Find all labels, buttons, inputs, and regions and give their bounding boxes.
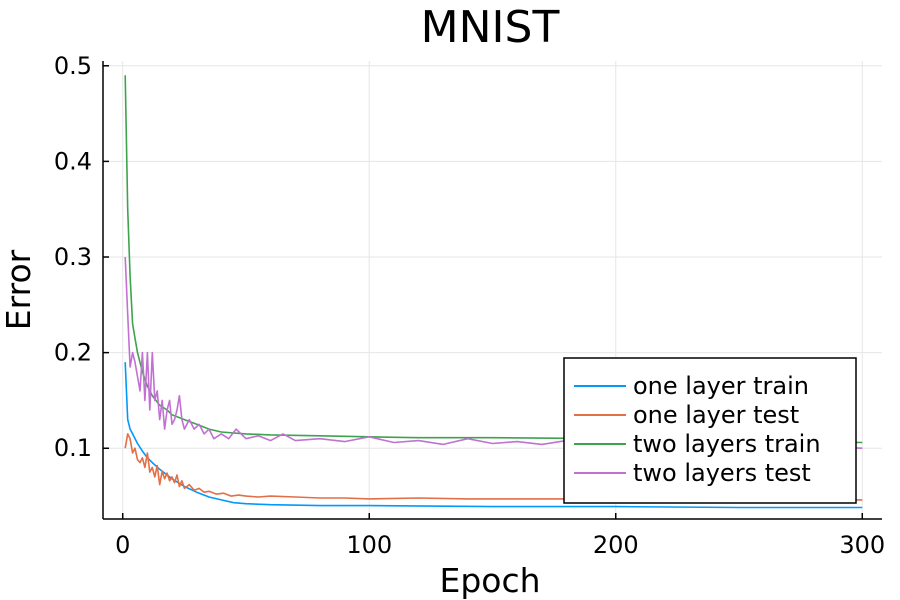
axes bbox=[102, 61, 882, 520]
legend-entry: two layers train bbox=[633, 430, 821, 458]
legend-box bbox=[563, 357, 857, 504]
y-axis-label: Error bbox=[0, 249, 38, 330]
y-tick-label: 0.1 bbox=[54, 434, 92, 462]
legend-entry: two layers test bbox=[633, 459, 811, 487]
x-axis-ticks: 0 100 200 300 bbox=[115, 513, 885, 559]
y-tick-label: 0.3 bbox=[54, 243, 92, 271]
grid-lines bbox=[103, 61, 882, 519]
series-line-3 bbox=[124, 75, 863, 444]
x-tick-label: 200 bbox=[593, 531, 639, 559]
legend-entry: one layer train bbox=[633, 372, 809, 400]
y-tick-label: 0.4 bbox=[54, 147, 92, 175]
y-axis-ticks: 0.1 0.2 0.3 0.4 0.5 bbox=[54, 52, 109, 462]
chart-title: MNIST bbox=[421, 2, 560, 53]
x-tick-label: 100 bbox=[346, 531, 392, 559]
legend-entry: one layer test bbox=[633, 401, 799, 429]
x-tick-label: 300 bbox=[839, 531, 885, 559]
x-tick-label: 0 bbox=[115, 531, 130, 559]
series-line-1 bbox=[124, 362, 863, 509]
y-tick-label: 0.2 bbox=[54, 339, 92, 367]
y-tick-label: 0.5 bbox=[54, 52, 92, 80]
x-axis-label: Epoch bbox=[439, 561, 540, 600]
series-line-2 bbox=[124, 433, 863, 501]
